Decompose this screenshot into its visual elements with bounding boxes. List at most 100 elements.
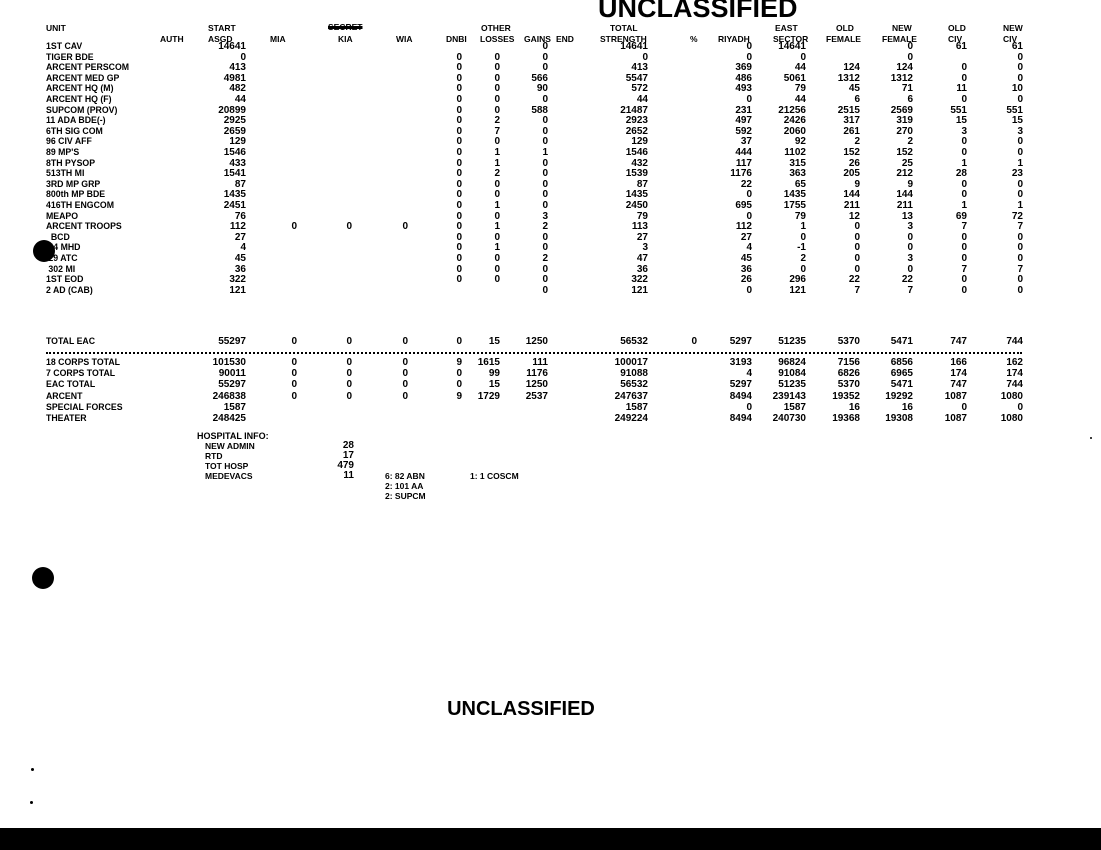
cell-new-civ: 15	[1011, 115, 1023, 127]
cell-new-civ: 162	[1006, 357, 1023, 368]
cell-dnbi: 0	[456, 368, 462, 380]
cell-old-civ: 747	[950, 336, 967, 347]
cell-unit: ARCENT PERSCOM	[46, 62, 130, 74]
cell-start: 2451	[223, 200, 246, 211]
cell-old-civ: 0	[961, 189, 967, 201]
cell-total: 56532	[620, 379, 648, 391]
medevac-note: 2: SUPCM	[385, 491, 426, 501]
cell-new-female: 212	[896, 168, 913, 180]
cell-gains: 0	[542, 41, 548, 52]
header-dnbi: DNBI	[446, 34, 467, 44]
cell-sector: 240730	[772, 413, 806, 424]
cell-unit: ARCENT HQ (M)	[46, 83, 114, 95]
cell-start: 482	[229, 83, 246, 95]
medevac-note: 6: 82 ABN	[385, 471, 425, 481]
cell-old-civ: 0	[961, 72, 967, 84]
cell-gains: 0	[542, 284, 548, 296]
cell-unit: ARCENT MED GP	[46, 72, 120, 84]
header-kia: KIA	[338, 34, 353, 44]
cell-dnbi: 0	[456, 168, 462, 180]
cell-riyadh: 369	[735, 62, 752, 74]
cell-unit: 96 CIV AFF	[46, 136, 92, 148]
cell-old-female: 6	[854, 94, 860, 105]
cell-unit: MEAPO	[46, 210, 79, 222]
cell-old-civ: 61	[955, 41, 967, 52]
cell-new-female: 6	[907, 94, 913, 105]
header-asgd: ASGD	[208, 34, 233, 44]
cell-gains: 0	[542, 200, 548, 211]
cell-total: 1546	[625, 147, 648, 158]
hospital-item-value: 11	[343, 470, 354, 481]
cell-sector: 239143	[772, 390, 806, 402]
cell-unit: SPECIAL FORCES	[46, 401, 123, 413]
cell-sector: 1755	[783, 200, 806, 211]
cell-gains: 0	[542, 94, 548, 105]
cell-start: 248425	[212, 413, 246, 424]
cell-old-female: 2	[854, 136, 860, 148]
cell-new-civ: 3	[1017, 125, 1023, 137]
cell-old-civ: 0	[961, 62, 967, 74]
cell-new-civ: 0	[1017, 136, 1023, 148]
cell-sector: 21256	[778, 104, 806, 116]
cell-old-civ: 1	[961, 157, 967, 169]
cell-total: 121	[631, 284, 648, 296]
cell-dnbi: 0	[456, 94, 462, 105]
cell-new-civ: 551	[1006, 104, 1023, 116]
hospital-item-label: NEW ADMIN	[205, 441, 255, 451]
header-old-female-2: FEMALE	[826, 34, 861, 44]
cell-gains: 0	[542, 263, 548, 275]
cell-unit: 3RD MP GRP	[46, 178, 101, 190]
cell-kia: 0	[346, 379, 352, 391]
cell-total: 47	[636, 253, 648, 264]
cell-start: 76	[234, 210, 246, 222]
cell-old-female: 26	[848, 157, 860, 169]
cell-mia: 0	[291, 357, 297, 368]
cell-new-female: 25	[901, 157, 913, 169]
cell-start: 44	[234, 94, 246, 105]
cell-old-civ: 15	[955, 115, 967, 127]
cell-dnbi: 0	[456, 125, 462, 137]
cell-unit: 1ST EOD	[46, 274, 84, 286]
cell-total: 14641	[620, 41, 648, 52]
cell-gains: 111	[532, 357, 548, 368]
cell-dnbi: 0	[456, 189, 462, 201]
cell-new-female: 13	[901, 210, 913, 222]
cell-unit: 416TH ENGCOM	[46, 200, 114, 211]
cell-total: 2923	[625, 115, 648, 127]
header-new-civ-2: CIV	[1003, 34, 1018, 44]
cell-gains: 2	[542, 221, 548, 233]
cell-sector: 1102	[784, 147, 806, 158]
cell-mia: 0	[291, 221, 297, 233]
cell-gains: 90	[536, 83, 548, 95]
cell-riyadh: 592	[735, 125, 752, 137]
cell-start: 14641	[218, 41, 246, 52]
cell-new-female: 19308	[885, 413, 913, 424]
cell-sector: 65	[794, 178, 806, 190]
cell-total: 27	[636, 231, 648, 243]
cell-new-civ: 0	[1017, 242, 1023, 254]
cell-new-female: 6965	[890, 368, 913, 380]
cell-new-civ: 174	[1006, 368, 1023, 380]
cell-new-female: 0	[907, 263, 913, 275]
header-gains: GAINS	[524, 34, 551, 44]
cell-unit: 6TH SIG COM	[46, 125, 103, 137]
punch-hole	[33, 240, 55, 262]
cell-sector: 2426	[783, 115, 806, 127]
cell-new-civ: 1080	[1000, 413, 1023, 424]
cell-other: 0	[494, 51, 500, 63]
cell-old-female: 211	[843, 200, 860, 211]
cell-sector: 14641	[778, 41, 806, 52]
header-riyadh: RIYADH	[718, 34, 750, 44]
cell-other: 1	[494, 147, 500, 158]
cell-other: 2	[494, 168, 500, 180]
cell-sector: 51235	[778, 379, 806, 391]
cell-old-civ: 747	[950, 379, 967, 391]
cell-sector: 92	[794, 136, 806, 148]
cell-old-female: 16	[848, 401, 860, 413]
classification-marking-top: UNCLASSIFIED	[598, 0, 798, 23]
cell-sector: 91084	[778, 368, 806, 380]
cell-total: 247637	[614, 390, 648, 402]
cell-dnbi: 9	[456, 390, 462, 402]
cell-sector: -1	[797, 242, 806, 254]
cell-dnbi: 0	[456, 210, 462, 222]
